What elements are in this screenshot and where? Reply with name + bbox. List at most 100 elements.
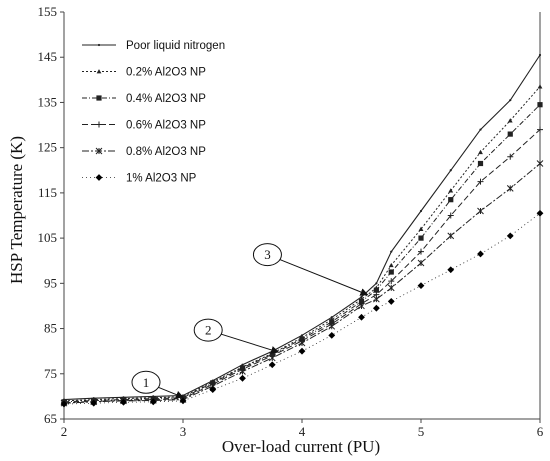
data-point — [538, 53, 542, 57]
legend-label: 0.6% Al2O3 NP — [126, 120, 206, 132]
data-point — [536, 160, 544, 167]
data-point — [298, 339, 306, 347]
data-point — [239, 374, 246, 382]
data-point — [506, 232, 514, 240]
annotation-arrow — [156, 386, 184, 399]
series-line — [63, 212, 541, 405]
data-point — [418, 226, 424, 231]
data-point — [507, 153, 514, 160]
series-6 — [60, 209, 544, 408]
legend-swatch-marker — [97, 43, 101, 47]
data-point — [448, 188, 454, 193]
y-tick-label: 65 — [44, 411, 57, 426]
data-point — [390, 250, 393, 253]
x-tick-label: 3 — [180, 424, 187, 439]
data-point — [179, 397, 187, 405]
legend-swatch-marker — [95, 147, 103, 155]
data-point — [358, 302, 365, 310]
series-5 — [60, 160, 544, 407]
data-point — [477, 178, 484, 185]
y-tick-label: 145 — [38, 49, 58, 64]
data-point — [298, 347, 306, 355]
legend-label: 0.2% Al2O3 NP — [126, 67, 206, 79]
data-point — [479, 128, 482, 131]
data-point — [149, 398, 157, 406]
series-line — [63, 104, 541, 403]
y-tick-label: 75 — [44, 366, 57, 381]
data-point — [388, 262, 394, 268]
y-axis-title: HSP Temperature (K) — [7, 136, 26, 284]
data-point — [328, 331, 336, 339]
data-point — [358, 313, 365, 321]
data-point — [387, 298, 395, 305]
data-point — [268, 354, 276, 362]
data-point — [418, 235, 424, 241]
annotation-circle — [252, 243, 282, 267]
data-point — [373, 295, 380, 303]
y-tick-label: 95 — [44, 275, 57, 290]
annotation-circle — [193, 318, 223, 342]
data-point — [418, 248, 424, 255]
annotation-3: 3 — [252, 243, 369, 296]
legend-label: 1% Al2O3 NP — [126, 173, 197, 185]
annotations: 1 2 3 — [131, 243, 369, 399]
legend-label: 0.4% Al2O3 NP — [126, 93, 206, 105]
data-point — [537, 102, 543, 108]
data-point — [239, 368, 246, 375]
legend-swatch-marker — [96, 121, 102, 128]
data-point — [449, 169, 452, 172]
data-point — [536, 209, 544, 217]
legend-entry: 1% Al2O3 NP — [82, 173, 197, 185]
axes: 65 75 85 95 105 115 125 135 145 155 2 3 4 5 6 — [38, 4, 544, 439]
data-point — [477, 207, 484, 215]
legend-swatch-marker — [96, 95, 102, 101]
y-tick-label: 125 — [38, 140, 58, 155]
annotation-arrow — [219, 333, 280, 354]
data-point — [328, 322, 336, 330]
series-2 — [61, 84, 543, 403]
annotation-label: 3 — [264, 247, 271, 262]
data-point — [417, 282, 425, 289]
data-point — [509, 99, 512, 102]
data-point — [375, 282, 378, 285]
x-tick-label: 6 — [537, 424, 544, 439]
y-tick-label: 105 — [38, 230, 58, 245]
data-point — [478, 149, 483, 155]
data-point — [447, 232, 455, 240]
series-line — [63, 163, 541, 404]
legend: Poor liquid nitrogen 0.2% Al2O3 NP 0.4% Al… — [82, 40, 225, 185]
series-4 — [61, 126, 543, 406]
data-point — [419, 209, 423, 213]
annotation-label: 2 — [205, 323, 212, 338]
data-point — [507, 131, 513, 137]
data-point — [537, 84, 543, 89]
data-point — [417, 259, 425, 267]
data-point — [387, 284, 395, 292]
series-layer — [60, 53, 544, 408]
x-tick-label: 2 — [61, 424, 68, 439]
data-point — [90, 399, 98, 407]
legend-entry: 0.2% Al2O3 NP — [82, 67, 206, 79]
legend-entry: 0.4% Al2O3 NP — [82, 93, 206, 105]
legend-entry: 0.8% Al2O3 NP — [82, 146, 206, 158]
data-point — [447, 212, 454, 219]
x-tick-label: 4 — [299, 424, 306, 439]
legend-entry: Poor liquid nitrogen — [82, 40, 225, 52]
y-tick-label: 155 — [38, 4, 58, 19]
data-point — [268, 361, 276, 369]
data-point — [120, 398, 127, 406]
legend-label: 0.8% Al2O3 NP — [126, 146, 206, 158]
y-tick-label: 135 — [38, 94, 58, 109]
legend-swatch-marker — [95, 174, 103, 181]
x-tick-label: 5 — [418, 424, 425, 439]
data-point — [388, 269, 394, 275]
legend-entry: 0.6% Al2O3 NP — [82, 120, 206, 132]
data-point — [373, 287, 379, 293]
series-line — [63, 86, 541, 402]
data-point — [537, 126, 543, 133]
data-point — [447, 266, 455, 274]
x-axis-title: Over-load current (PU) — [222, 437, 380, 456]
data-point — [448, 197, 454, 203]
series-line — [63, 129, 541, 404]
